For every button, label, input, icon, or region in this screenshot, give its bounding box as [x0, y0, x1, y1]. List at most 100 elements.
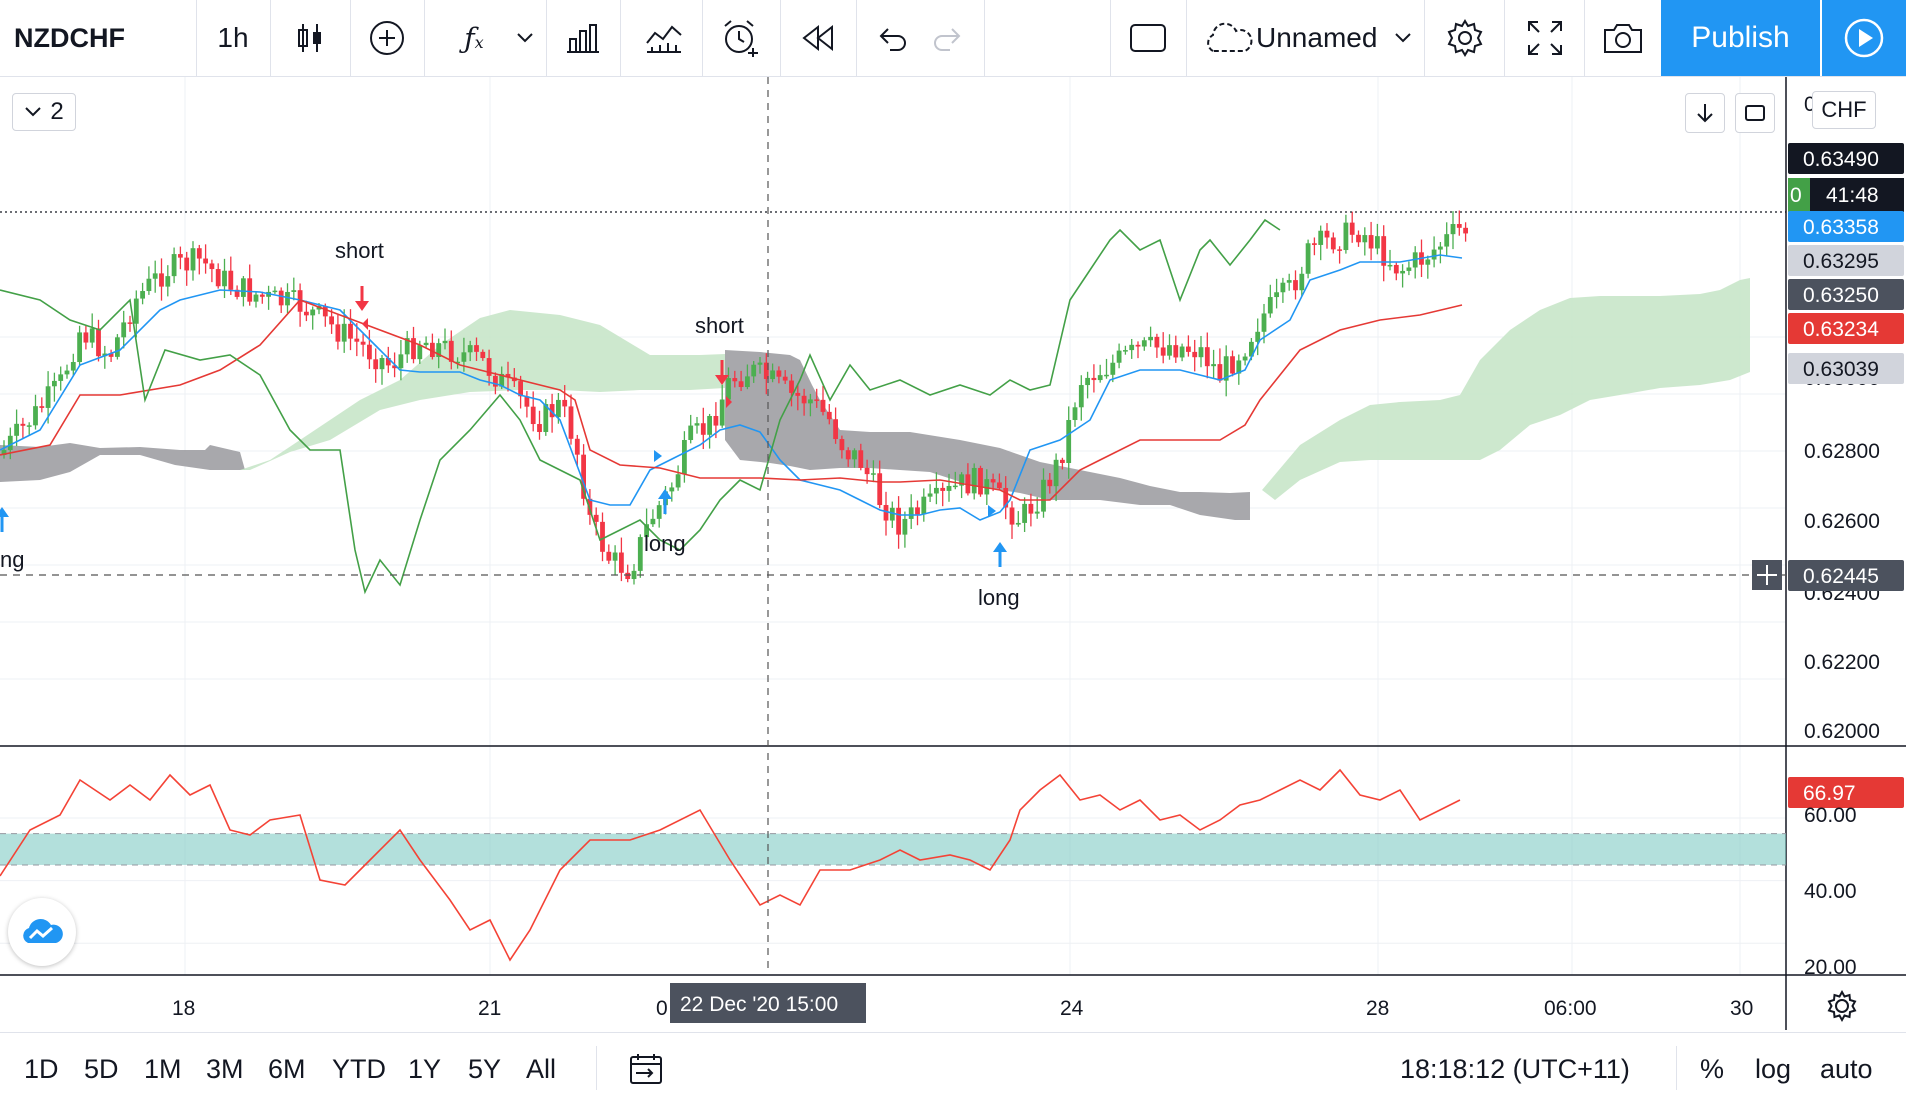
svg-text:0.63250: 0.63250	[1803, 284, 1879, 307]
candle-body	[934, 487, 939, 494]
candle-body	[1261, 313, 1267, 332]
chevron-down-icon	[25, 107, 42, 117]
play-icon	[1844, 18, 1884, 58]
candle-body	[215, 269, 221, 287]
auto-scale-toggle[interactable]: auto	[1820, 1053, 1873, 1084]
compare-button[interactable]	[352, 0, 422, 76]
undo-icon	[879, 28, 906, 51]
log-scale-toggle[interactable]: log	[1755, 1053, 1792, 1084]
candle-body	[1003, 487, 1009, 508]
layout-name[interactable]: Unnamed	[1256, 22, 1378, 53]
candle-body	[549, 404, 555, 418]
long-signal-arrow	[0, 507, 9, 532]
settings-button[interactable]	[1430, 0, 1500, 76]
candle-body	[70, 362, 76, 371]
candle-body	[593, 514, 599, 522]
candle-body	[1154, 336, 1160, 348]
legend-toggle-button[interactable]: 2	[12, 93, 76, 131]
candle-body	[902, 518, 908, 535]
range-button-1d[interactable]: 1D	[24, 1053, 59, 1084]
candle-body	[1381, 236, 1387, 266]
candle-body	[619, 552, 624, 573]
range-button-6m[interactable]: 6M	[268, 1053, 306, 1084]
price-label: 0.63295	[1788, 245, 1904, 276]
candle-body	[971, 467, 977, 494]
candle-body	[1217, 364, 1223, 381]
range-button-ytd[interactable]: YTD	[332, 1053, 386, 1084]
range-button-all[interactable]: All	[526, 1053, 557, 1084]
range-button-1m[interactable]: 1M	[144, 1053, 182, 1084]
redo-button[interactable]	[920, 0, 976, 76]
candle-body	[417, 345, 423, 360]
candle-body	[568, 406, 574, 439]
symbol-search-button[interactable]: NZDCHF	[14, 22, 125, 53]
fullscreen-mode-button[interactable]	[1112, 0, 1184, 76]
snapshot-button[interactable]	[1588, 0, 1658, 76]
publish-button[interactable]: Publish	[1661, 0, 1820, 76]
candle-body	[959, 474, 964, 486]
square-icon	[1130, 24, 1166, 52]
range-button-1y[interactable]: 1Y	[408, 1053, 442, 1084]
candle-body	[537, 424, 542, 432]
candle-body	[921, 496, 927, 515]
candle-body	[52, 380, 57, 387]
candle-body	[631, 570, 637, 580]
candle-body	[839, 439, 845, 451]
candle-body	[322, 305, 328, 317]
candle-body	[304, 311, 309, 316]
layout-dropdown[interactable]	[1386, 0, 1420, 76]
currency-badge[interactable]: CHF	[1812, 91, 1876, 129]
candle-body	[524, 396, 530, 407]
toolbar-divider	[620, 0, 621, 76]
svg-text:0.63039: 0.63039	[1803, 358, 1879, 381]
annotation-short: short	[335, 238, 384, 263]
undo-button[interactable]	[864, 0, 920, 76]
fullscreen-button[interactable]	[1510, 0, 1580, 76]
crosshair-time-label: 22 Dec '20 15:00	[670, 983, 866, 1023]
chart-type-button[interactable]	[275, 0, 345, 76]
toolbar-divider	[546, 0, 547, 76]
indicators-button[interactable]: ƒx	[442, 0, 506, 76]
candle-body	[1463, 227, 1468, 234]
candle-body	[77, 332, 82, 363]
candle-body	[1034, 511, 1040, 514]
clock-display[interactable]: 18:18:12 (UTC+11)	[1400, 1053, 1630, 1084]
range-button-5d[interactable]: 5D	[84, 1053, 119, 1084]
maximize-pane-button[interactable]	[1735, 93, 1775, 133]
scroll-down-button[interactable]	[1685, 93, 1725, 133]
candle-body	[776, 370, 782, 377]
replay-button[interactable]	[784, 0, 852, 76]
play-button[interactable]	[1822, 0, 1906, 76]
range-button-5y[interactable]: 5Y	[468, 1053, 502, 1084]
candle-body	[700, 423, 706, 435]
percent-scale-toggle[interactable]: %	[1700, 1053, 1725, 1084]
candle-body	[373, 359, 379, 370]
candle-body	[360, 341, 366, 345]
tradingview-logo[interactable]	[8, 898, 76, 966]
candle-body	[33, 406, 38, 426]
signal-pointer	[726, 396, 732, 408]
chart-canvas[interactable]: shortshortnglonglong0.628000.626000.6240…	[0, 0, 1906, 1032]
goto-date-button[interactable]	[628, 1032, 664, 1106]
candle-body	[1444, 234, 1450, 247]
toolbar-divider	[1584, 0, 1585, 76]
range-button-3m[interactable]: 3M	[206, 1053, 244, 1084]
candle-body	[1387, 264, 1393, 267]
interval-button[interactable]: 1h	[217, 22, 249, 53]
candle-body	[1450, 224, 1456, 235]
candle-body	[89, 328, 95, 343]
candle-body	[1375, 236, 1380, 249]
indicators-dropdown[interactable]	[508, 0, 542, 76]
gear-icon	[1447, 19, 1483, 57]
candle-body	[448, 340, 454, 362]
candle-body	[222, 270, 227, 287]
financials-button[interactable]	[550, 0, 616, 76]
candle-body	[587, 498, 593, 515]
templates-button[interactable]	[628, 0, 700, 76]
candle-body	[1179, 346, 1185, 358]
candle-body	[291, 290, 297, 292]
alert-button[interactable]	[706, 0, 776, 76]
candle-body	[1324, 230, 1330, 238]
candle-body	[770, 370, 775, 380]
candle-body	[719, 399, 725, 426]
